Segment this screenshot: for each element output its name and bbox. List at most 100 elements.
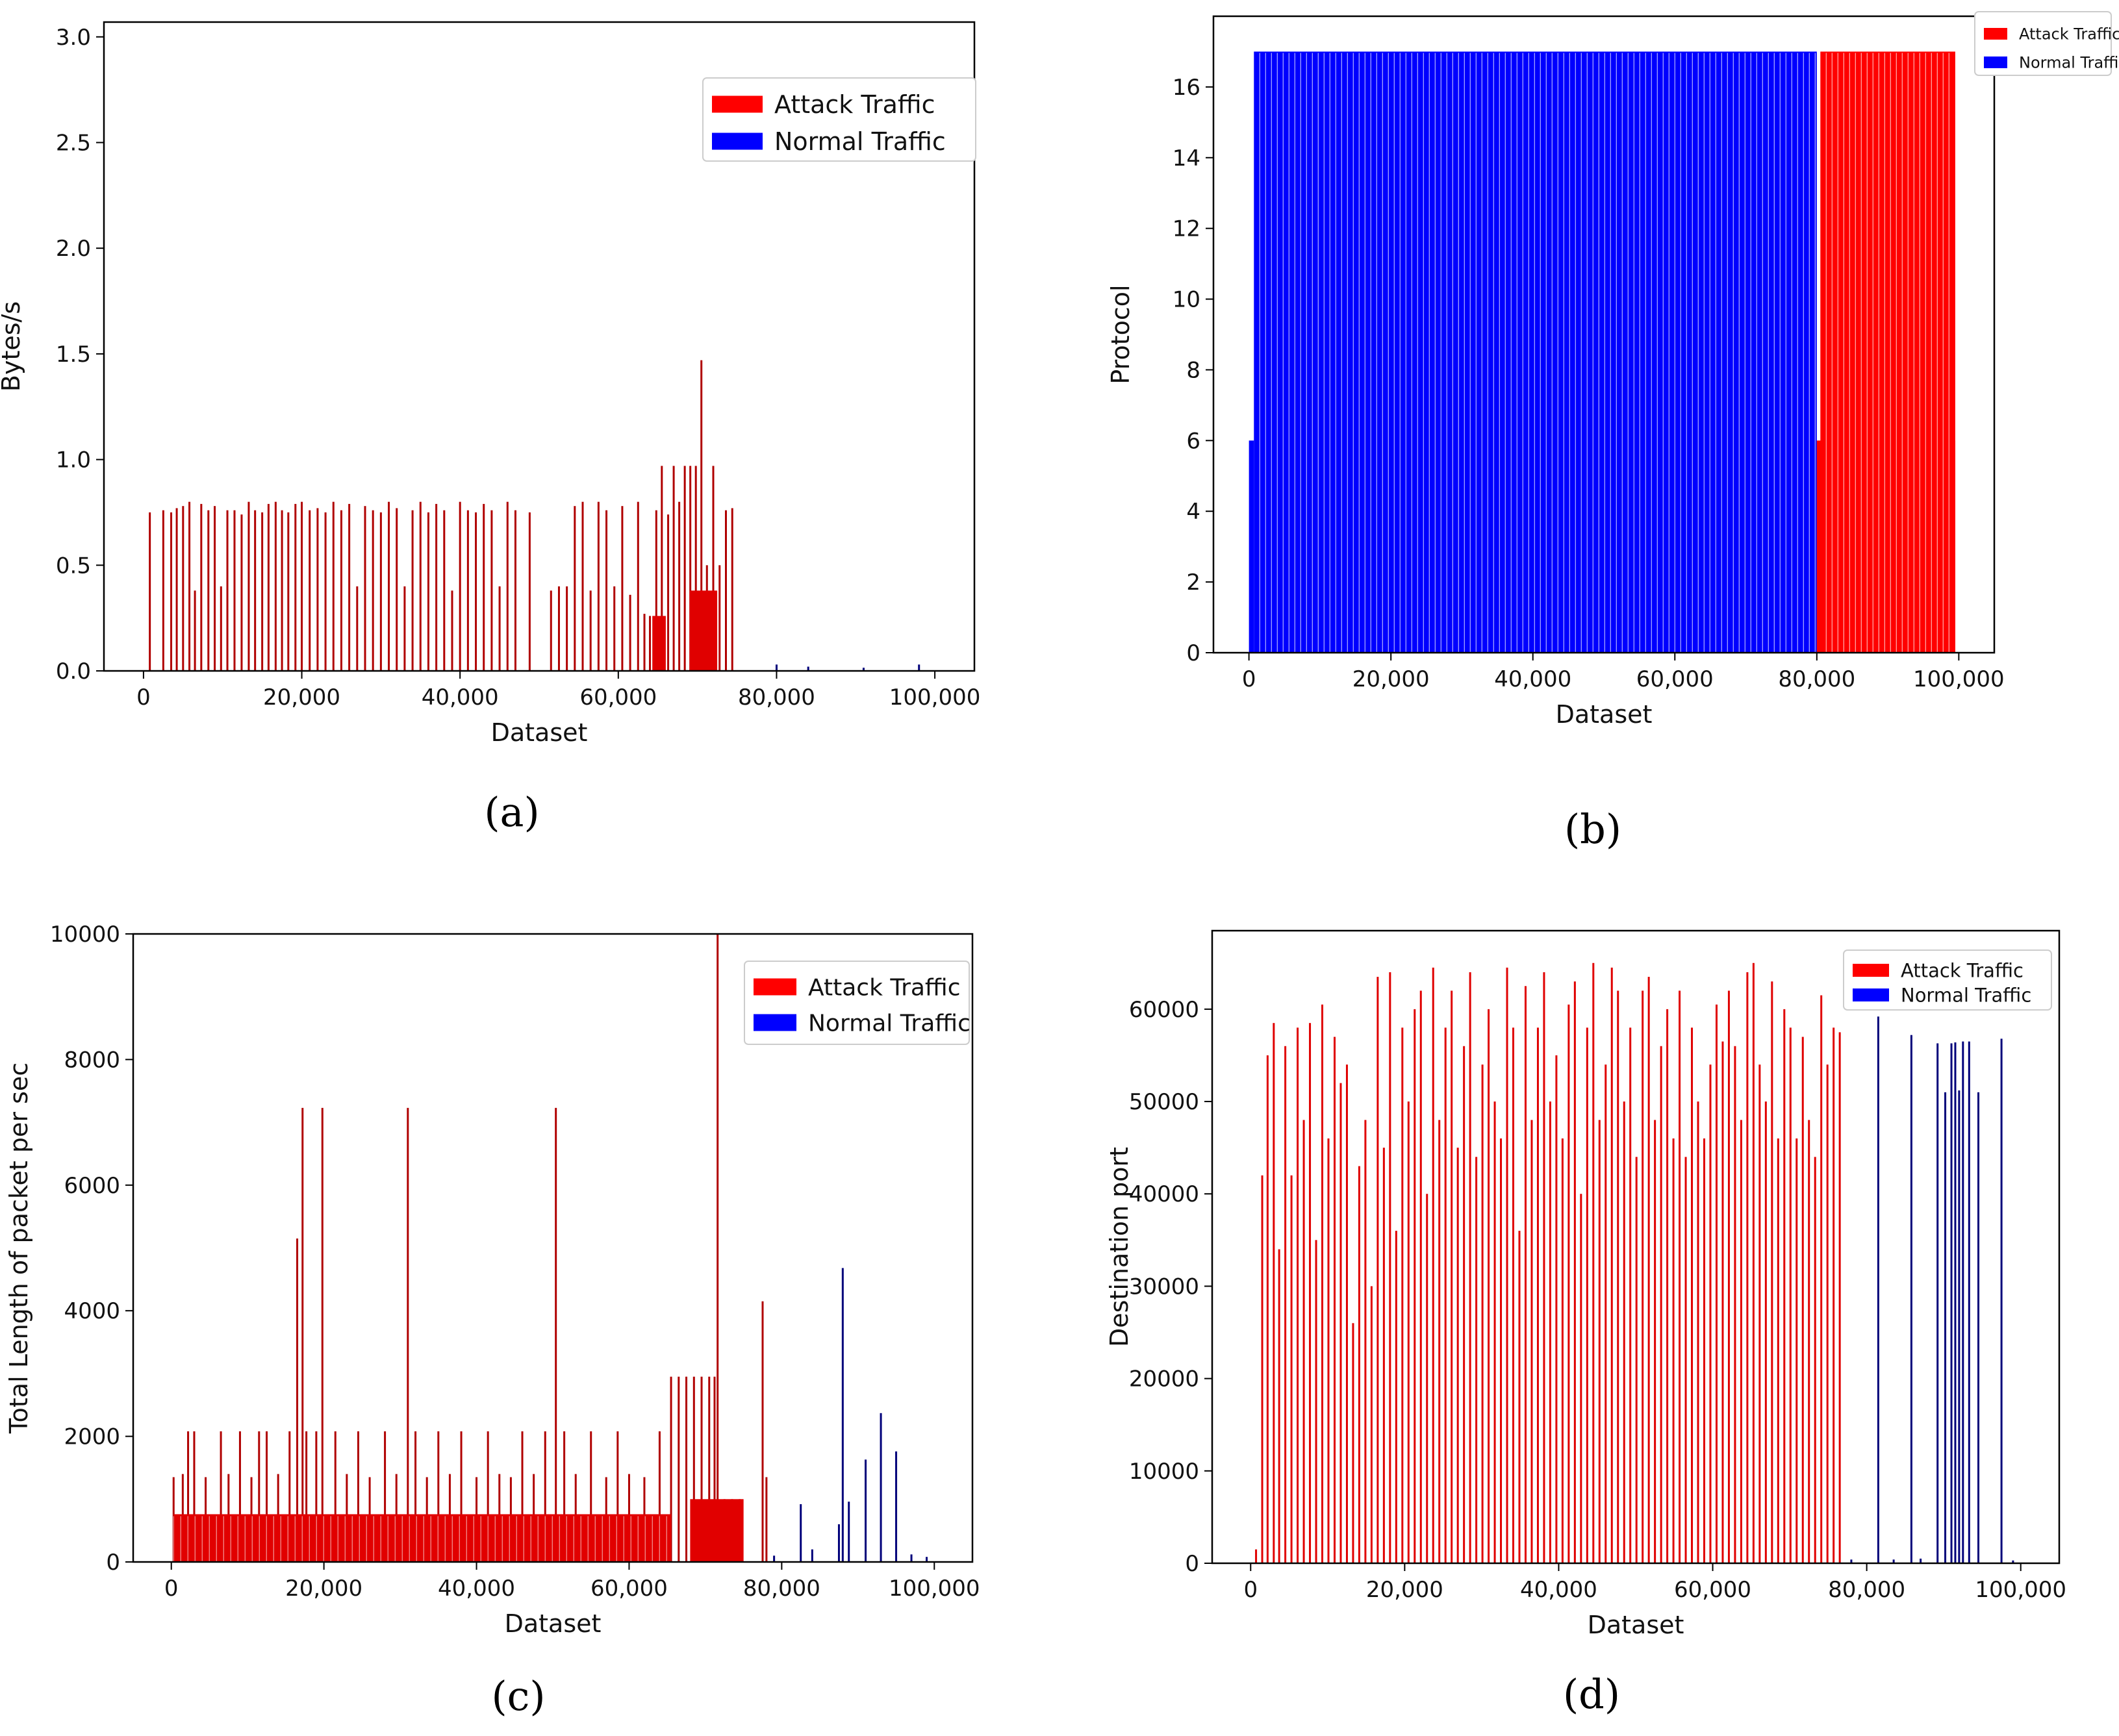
bar [188, 501, 191, 671]
bar [296, 1238, 299, 1562]
bar [848, 1502, 850, 1562]
y-axis-label: Total Length of packet per sec [5, 1063, 33, 1434]
chart-panel-b: 0 20,000 40,000 60,000 80,000 100,000 0 2 4 6 8 10 1… [1106, 11, 2119, 853]
bar [254, 510, 257, 671]
bar [274, 501, 277, 671]
bar [267, 503, 270, 671]
x-tick-label: 20,000 [263, 685, 340, 711]
y-tick-label: 10 [1173, 287, 1200, 313]
bar [1327, 1138, 1330, 1563]
bar [193, 1431, 196, 1562]
bar [1432, 967, 1434, 1563]
bar [717, 934, 719, 1562]
x-tick-label: 40,000 [438, 1576, 515, 1602]
bar [1444, 1027, 1447, 1563]
x-tick-label: 60,000 [590, 1576, 668, 1602]
x-tick-label: 100,000 [889, 685, 981, 711]
x-tick-label: 40,000 [1494, 666, 1571, 692]
bar [1826, 1064, 1829, 1563]
bar [731, 508, 733, 671]
chart-panel-d: 0 20,000 40,000 60,000 80,000 100,000 0 10000 20… [1105, 929, 2066, 1718]
bar [1647, 977, 1650, 1563]
bar [637, 501, 639, 671]
bar [683, 466, 686, 671]
bar [880, 1413, 882, 1562]
y-tick-label: 4000 [64, 1298, 120, 1324]
y-tick-label: 50000 [1129, 1089, 1199, 1115]
bar [563, 1431, 566, 1562]
bar [718, 565, 721, 671]
bar [427, 512, 429, 671]
bar [589, 590, 592, 671]
bar [1746, 972, 1749, 1563]
x-tick-label: 0 [1242, 666, 1256, 692]
bar-band [1254, 51, 1817, 653]
legend-swatch [712, 95, 763, 113]
bar [1500, 1138, 1503, 1563]
bar [1302, 1120, 1305, 1563]
bar [1555, 1055, 1558, 1563]
bar [672, 466, 675, 671]
bar [926, 1557, 928, 1562]
bar [1814, 1157, 1816, 1563]
bar-band [689, 590, 718, 671]
bar [1309, 1023, 1312, 1563]
y-tick-label: 12 [1173, 216, 1200, 242]
bar [1892, 1559, 1895, 1563]
bar [487, 1431, 489, 1562]
x-tick-label: 80,000 [743, 1576, 820, 1602]
legend-entry: Normal Traffic [1901, 984, 2031, 1006]
bar [1297, 1027, 1299, 1563]
bar [396, 508, 398, 671]
bar [1635, 1157, 1638, 1563]
bar [437, 1431, 440, 1562]
x-tick-label: 40,000 [1520, 1577, 1597, 1603]
legend-entry: Normal Traffic [808, 1010, 971, 1037]
bar [1660, 1046, 1662, 1563]
bar [1530, 1120, 1533, 1563]
bar [667, 514, 670, 671]
bar-band [173, 1514, 672, 1562]
bar [321, 1107, 324, 1562]
bar [324, 512, 327, 671]
legend-swatch [1853, 988, 1889, 1001]
bar [862, 668, 865, 671]
bar [1838, 1032, 1841, 1563]
bar [1536, 1027, 1539, 1563]
bar [379, 512, 382, 671]
y-tick-label: 30000 [1129, 1274, 1199, 1300]
bar [261, 512, 264, 671]
bar [1808, 1120, 1810, 1563]
bar [240, 514, 243, 671]
legend-entry: Attack Traffic [774, 90, 935, 119]
bar [661, 466, 663, 671]
plot-frame [103, 21, 976, 672]
legend-swatch [712, 132, 763, 150]
bar [475, 512, 477, 671]
bar [865, 1459, 867, 1562]
series-c-0 [172, 934, 768, 1562]
bar [895, 1451, 898, 1562]
bar [1598, 1120, 1601, 1563]
bar [1266, 1055, 1269, 1563]
bar [1339, 1083, 1342, 1563]
bar [773, 1555, 776, 1562]
bar [1954, 1042, 1957, 1563]
bar [694, 466, 697, 671]
bar [506, 501, 509, 671]
bar [1783, 1009, 1786, 1563]
chart-panel-a: 0 20,000 40,000 60,000 80,000 100,000 0.0 0.5 1.… [0, 21, 981, 836]
bar [315, 1431, 318, 1562]
series-d-1 [1850, 1016, 2014, 1563]
x-tick-label: 40,000 [422, 685, 499, 711]
bar [1764, 1101, 1767, 1563]
bar [1407, 1101, 1410, 1563]
bar [1833, 1027, 1835, 1563]
bar [220, 1431, 222, 1562]
bar [316, 508, 319, 671]
bar [1524, 986, 1527, 1563]
bar [498, 586, 501, 671]
bar [1481, 1064, 1484, 1563]
bar [1395, 1231, 1397, 1563]
legend-box [702, 77, 976, 162]
